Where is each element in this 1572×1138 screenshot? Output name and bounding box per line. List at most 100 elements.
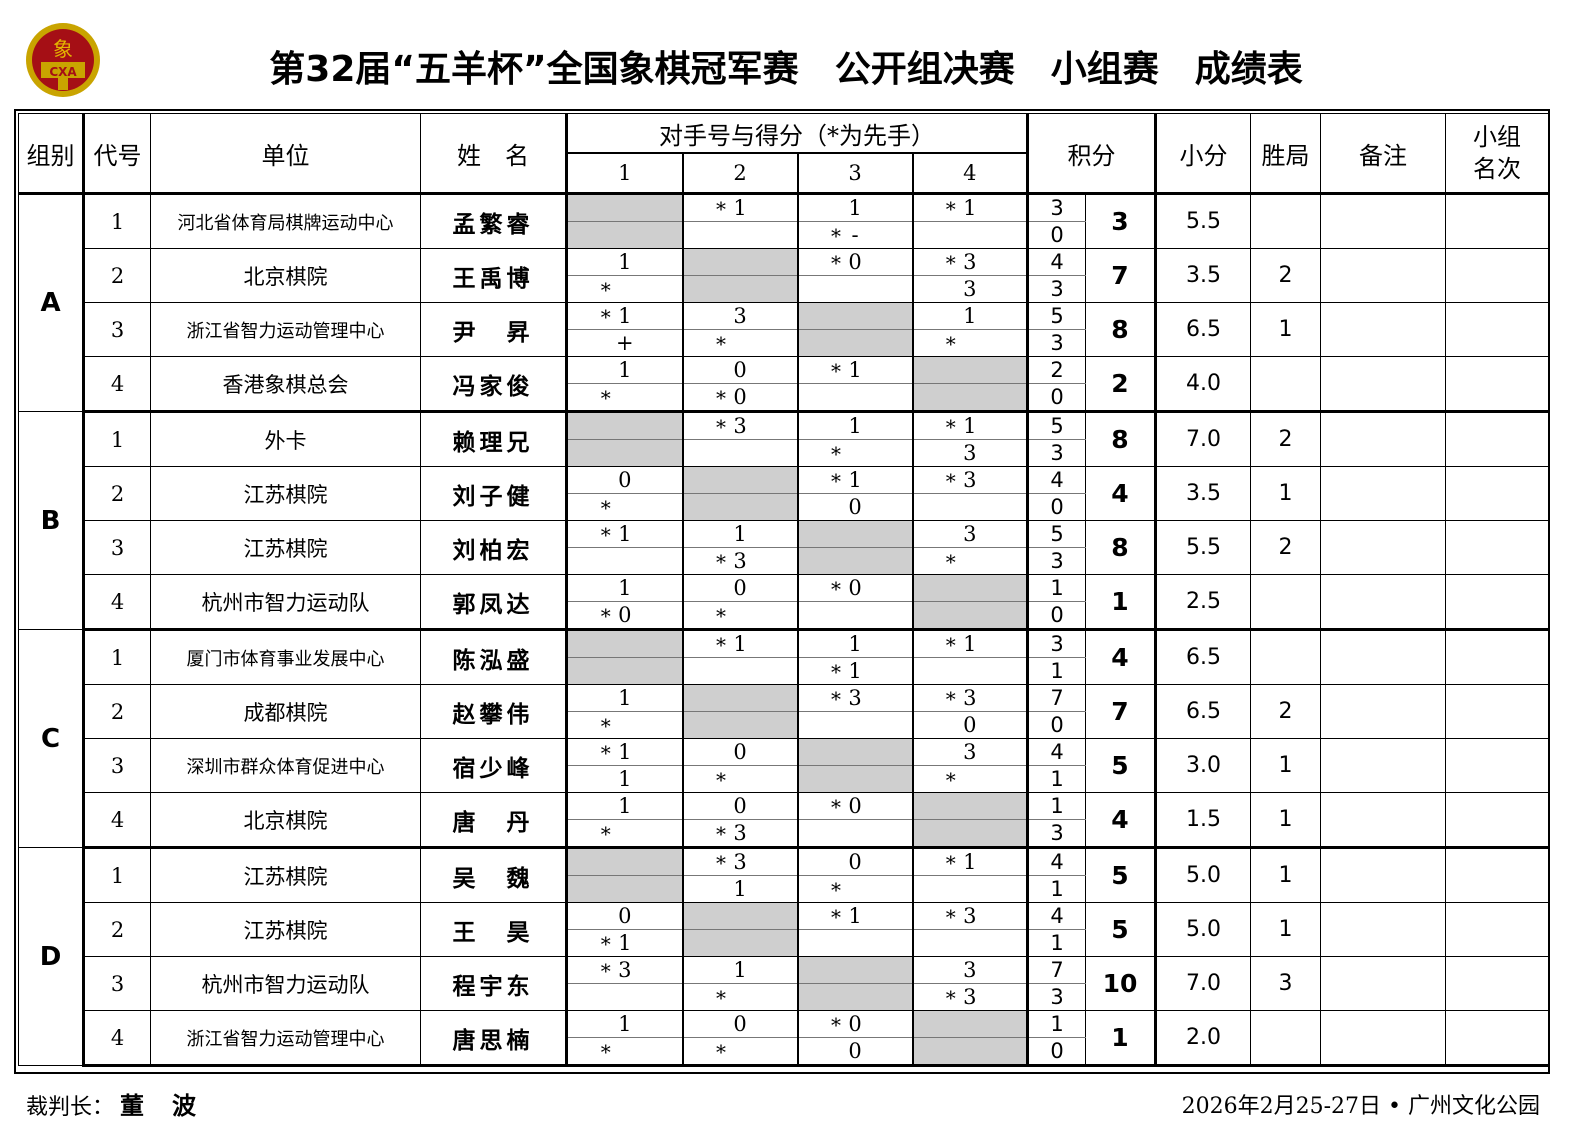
header-rank: 小组 名次 [1445, 113, 1549, 195]
table-row-sub: * 1 1 [19, 929, 1549, 957]
score-value: 3 [733, 549, 747, 573]
points-bottom: 0 [1027, 1037, 1086, 1067]
score-value: 1 [618, 931, 632, 955]
score-value: 1 [618, 1012, 632, 1036]
table-row: C 1 厦门市体育事业发展中心 陈泓盛 * 1 1 * 1 3 4 6.5 [18, 629, 1549, 848]
first-move-marker: * [600, 386, 611, 410]
points-top: 2 [1027, 356, 1086, 384]
score-value: 3 [963, 277, 977, 301]
player-name: 王 昊 [420, 902, 568, 957]
player-code: 2 [83, 684, 151, 739]
header-name: 姓 名 [420, 113, 568, 195]
score-value: 3 [963, 468, 977, 492]
points-top: 4 [1027, 847, 1086, 876]
wins: 2 [1250, 520, 1321, 575]
player-name: 程宇东 [420, 956, 568, 1011]
score-cell-opp-1-top: 1 [566, 792, 683, 820]
self-cell-shaded [911, 356, 1029, 384]
table-row-sub: * * 3 3 [19, 819, 1549, 849]
table-row-sub: * 0 0 [19, 711, 1549, 739]
player-name: 王禹博 [420, 248, 568, 303]
score-cell-opp-4-top: * 1 [911, 629, 1029, 658]
first-move-marker: * [600, 1040, 611, 1064]
wins: 1 [1250, 302, 1321, 357]
score-cell-opp-4-top: * 1 [911, 411, 1029, 440]
points-bottom: 0 [1027, 493, 1086, 521]
score-cell-opp-1-top: * 1 [566, 738, 683, 766]
small-points: 2.5 [1155, 574, 1251, 631]
note [1320, 574, 1446, 631]
first-move-marker: * [600, 714, 611, 738]
score-cell-opp-4-bot: * [911, 329, 1029, 357]
score-value: 1 [618, 522, 632, 546]
table-row-sub: * * 0 0 [19, 383, 1549, 413]
points-top: 7 [1027, 684, 1086, 712]
score-value: 0 [618, 904, 632, 928]
score-value: 0 [963, 713, 977, 737]
table-row: D 1 江苏棋院吴 魏 * 3 0 * 1 4 5 5.0 1 [18, 847, 1549, 1066]
player-unit: 香港象棋总会 [150, 356, 421, 413]
score-cell-opp-4-top: 3 [911, 956, 1029, 984]
points-top: 1 [1027, 574, 1086, 602]
total-points: 3 [1085, 193, 1157, 249]
first-move-marker: * [945, 905, 956, 929]
score-cell-opp-4-bot: 0 [911, 711, 1029, 739]
points-top: 3 [1027, 629, 1086, 658]
self-cell-shaded [911, 819, 1029, 849]
score-value: 1 [848, 196, 862, 220]
self-cell-shaded [796, 547, 913, 575]
table-row: 4 杭州市智力运动队 郭凤达 1 0 * 0 1 1 2.5 [19, 574, 1549, 631]
points-top: 4 [1027, 738, 1086, 766]
player-unit: 浙江省智力运动管理中心 [150, 1010, 421, 1067]
score-cell-opp-1-bot: * 1 [566, 929, 683, 957]
small-points: 7.0 [1155, 956, 1251, 1011]
self-cell-shaded [911, 792, 1029, 820]
wins [1250, 356, 1321, 413]
score-value: 0 [848, 495, 862, 519]
score-cell-opp-2-top: 0 [681, 738, 798, 766]
score-cell-opp-1-top: 1 [566, 684, 683, 712]
score-cell-opp-3-top: 1 [796, 411, 913, 440]
first-move-marker: * [945, 469, 956, 493]
first-move-marker: * [600, 604, 611, 628]
small-points: 1.5 [1155, 792, 1251, 849]
note [1320, 466, 1446, 521]
player-name: 赵攀伟 [420, 684, 568, 739]
first-move-marker: * [600, 305, 611, 329]
score-cell-opp-1-bot: * [566, 275, 683, 303]
score-cell-opp-1-bot: * 0 [566, 601, 683, 631]
referee-label: 裁判长： [26, 1095, 115, 1120]
table-row: 2 成都棋院 赵攀伟 1 * 3 * 3 7 7 6.5 2 [19, 684, 1549, 739]
score-value: 1 [848, 904, 862, 928]
score-cell-opp-2-bot: * [681, 329, 798, 357]
score-cell-opp-1-top: 1 [566, 248, 683, 276]
header-opp-1: 1 [566, 152, 683, 195]
small-points: 5.0 [1155, 847, 1251, 903]
player-name: 刘子健 [420, 466, 568, 521]
score-value: 0 [848, 1012, 862, 1036]
group-rank [1445, 956, 1549, 1011]
self-cell-shaded [911, 574, 1029, 602]
table-row: A 1 河北省体育局棋牌运动中心 孟繁睿 * 1 1 * 1 3 3 5.5 [18, 193, 1549, 412]
first-move-marker: * [716, 768, 726, 792]
score-value: 1 [733, 632, 747, 656]
note [1320, 193, 1446, 249]
total-points: 4 [1085, 629, 1157, 685]
first-move-marker: * [600, 278, 611, 302]
score-value: 3 [963, 441, 977, 465]
table-row-sub: * 0 0 [19, 493, 1549, 521]
score-cell-opp-3-top: * 1 [796, 356, 913, 384]
score-cell-opp-2-bot: * [681, 1037, 798, 1067]
score-value: 3 [963, 522, 977, 546]
score-cell-opp-4-bot [911, 929, 1029, 957]
player-name: 刘柏宏 [420, 520, 568, 575]
score-cell-opp-3-top: * 3 [796, 684, 913, 712]
score-cell-opp-1-bot: * [566, 819, 683, 849]
score-cell-opp-4-bot: * [911, 547, 1029, 575]
first-move-marker: * [600, 822, 611, 846]
score-cell-opp-3-top: * 0 [796, 792, 913, 820]
score-cell-opp-3-bot: 0 [796, 493, 913, 521]
score-value: 1 [618, 740, 632, 764]
score-value: 0 [848, 1039, 862, 1063]
wins: 1 [1250, 792, 1321, 849]
